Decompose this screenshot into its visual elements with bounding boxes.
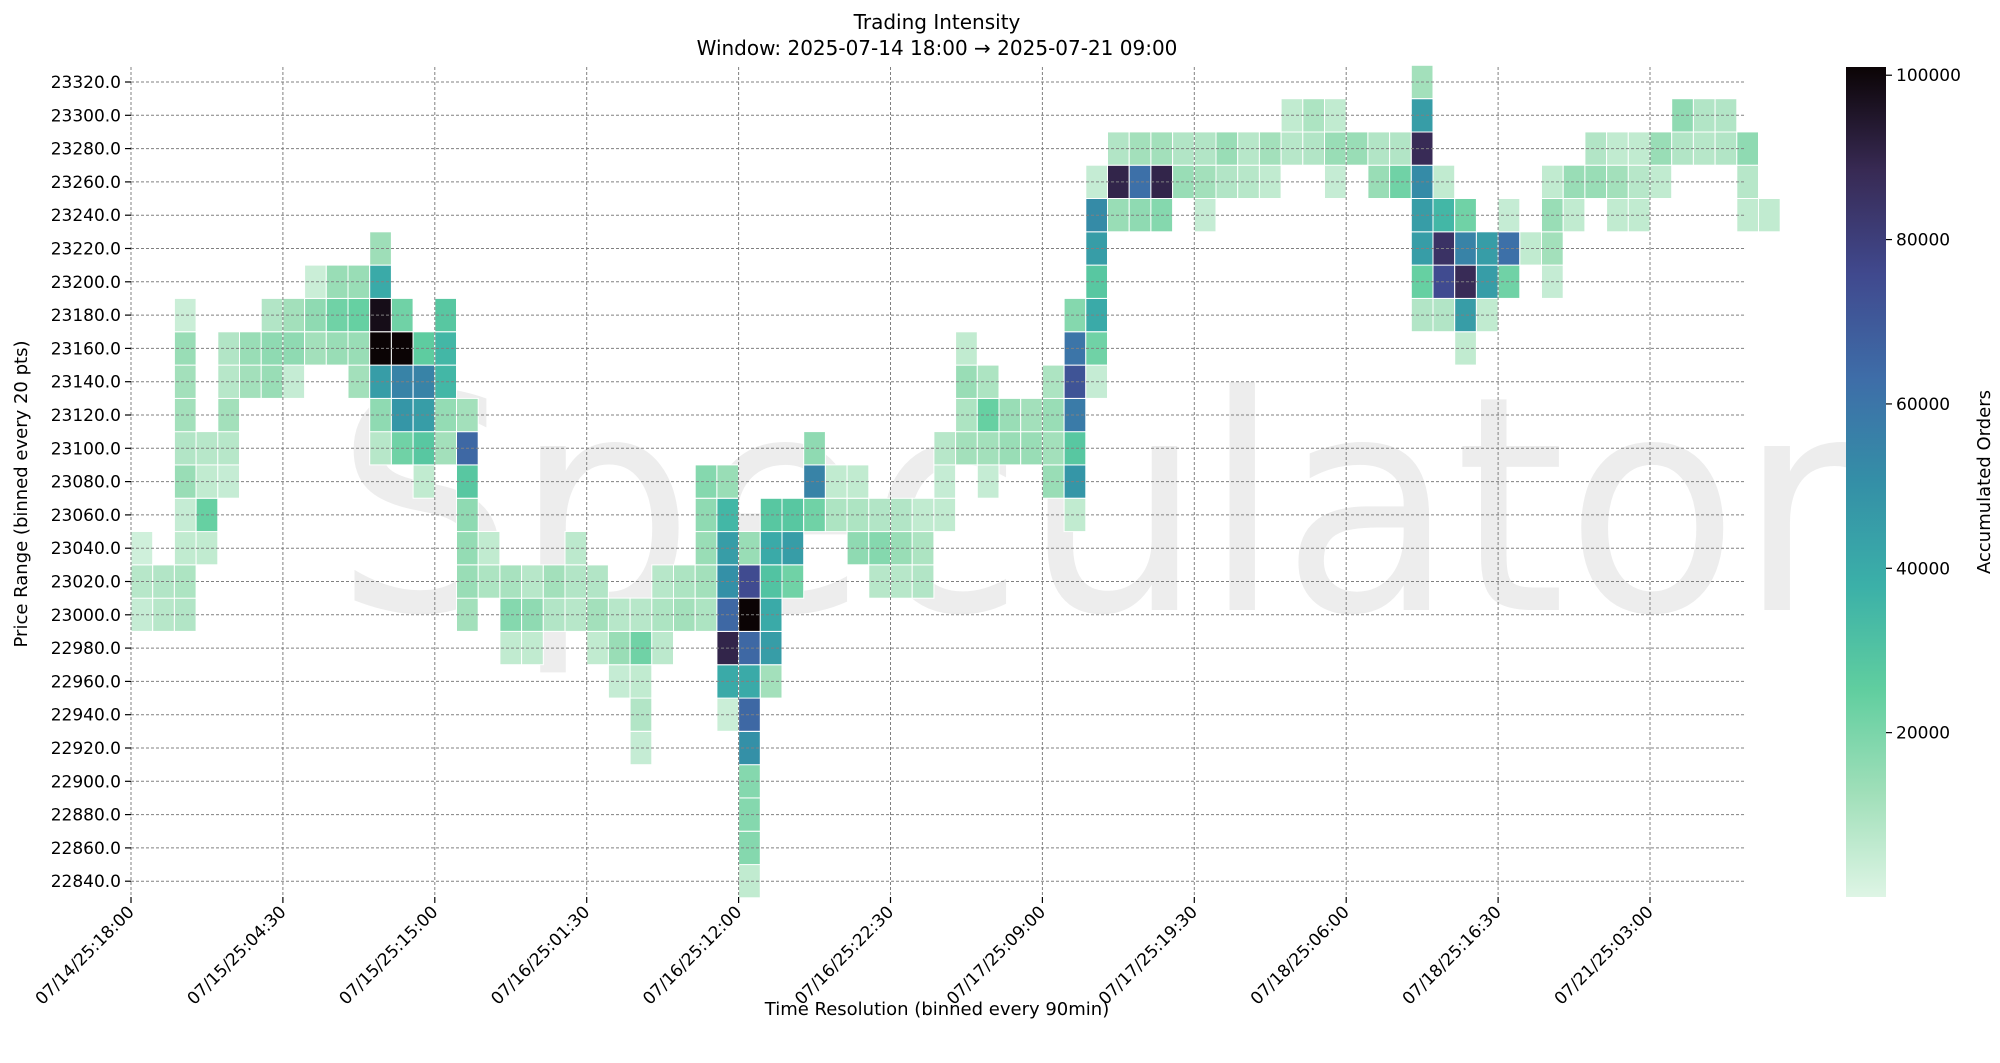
heatmap-cell [1736,164,1760,199]
heatmap-cell [1758,198,1781,233]
x-tick-label: 07/16/25:12:00 [639,902,746,1009]
y-tick-label: 23020.0 [51,573,121,593]
y-tick-label: 23100.0 [51,439,121,459]
colorbar-label: Accumulated Orders [1974,390,1995,574]
y-tick-label: 23320.0 [51,73,121,93]
x-tick-label: 07/16/25:22:30 [791,902,898,1009]
x-tick-label: 07/14/25:18:00 [32,902,139,1009]
y-axis: 23320.0 23300.0 23280.0 23260.0 23240.0 23220… [51,73,131,892]
x-tick-label: 07/21/25:03:00 [1551,902,1658,1009]
x-tick-label: 07/15/25:15:00 [336,902,443,1009]
colorbar-tick-label: 80000 [1896,231,1950,251]
heatmap-cell [1736,198,1760,233]
x-tick-label: 07/15/25:04:30 [184,902,291,1009]
y-tick-label: 23260.0 [51,173,121,193]
y-axis-label: Price Range (binned every 20 pts) [11,341,32,648]
y-tick-label: 22980.0 [51,639,121,659]
x-tick-label: 07/18/25:16:30 [1399,902,1506,1009]
y-tick-label: 23280.0 [51,140,121,160]
colorbar-tick-label: 60000 [1896,395,1950,415]
y-tick-label: 22880.0 [51,806,121,826]
x-tick-label: 07/17/25:09:00 [943,902,1050,1009]
y-tick-label: 23140.0 [51,373,121,393]
y-tick-label: 23160.0 [51,339,121,359]
y-tick-label: 23300.0 [51,106,121,126]
y-tick-label: 22900.0 [51,772,121,792]
y-tick-label: 23220.0 [51,240,121,260]
colorbar-gradient [1846,67,1886,897]
y-tick-label: 22960.0 [51,672,121,692]
chart-subtitle: Window: 2025-07-14 18:00 → 2025-07-21 09… [697,36,1178,60]
colorbar-tick-label: 20000 [1896,724,1950,744]
colorbar-tick-label: 100000 [1896,66,1961,86]
y-tick-label: 22860.0 [51,839,121,859]
y-tick-label: 23240.0 [51,206,121,226]
y-tick-label: 23180.0 [51,306,121,326]
x-axis-label: Time Resolution (binned every 90min) [764,999,1109,1020]
colorbar-tick-label: 40000 [1896,559,1950,579]
y-tick-label: 23200.0 [51,273,121,293]
heatmap-cell [1736,131,1760,166]
y-tick-label: 23060.0 [51,506,121,526]
grid-lines [130,67,1745,897]
y-tick-label: 23080.0 [51,473,121,493]
chart-title: Trading Intensity [853,10,1021,34]
y-tick-label: 23000.0 [51,606,121,626]
y-tick-label: 22920.0 [51,739,121,759]
x-tick-label: 07/16/25:01:30 [487,902,594,1009]
y-tick-label: 22840.0 [51,872,121,892]
x-tick-label: 07/17/25:19:30 [1095,902,1202,1009]
x-axis: 07/14/25:18:00 07/15/25:04:30 07/15/25:15:… [32,897,1658,1009]
y-tick-label: 22940.0 [51,706,121,726]
y-tick-label: 23040.0 [51,539,121,559]
colorbar: 20000 40000 60000 80000 100000 [1846,66,1961,897]
x-tick-label: 07/18/25:06:00 [1247,902,1354,1009]
y-tick-label: 23120.0 [51,406,121,426]
